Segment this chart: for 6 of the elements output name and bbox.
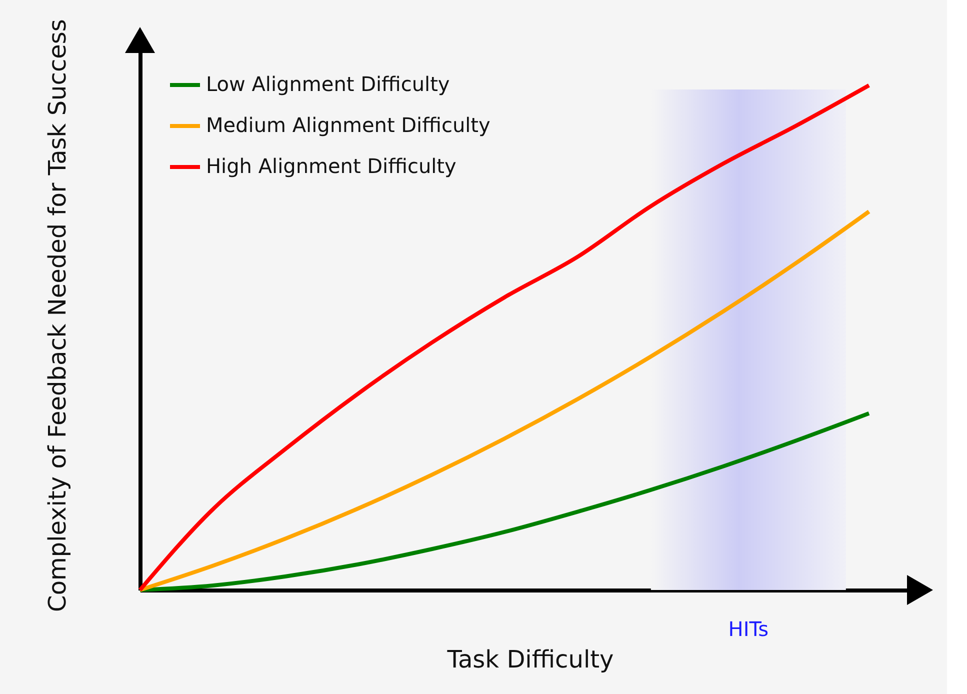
legend-label: Medium Alignment Difficulty — [206, 113, 491, 137]
text: HITs — [728, 617, 769, 641]
y-axis-title: Complexity of Feedback Needed for Task Success — [44, 19, 72, 612]
legend-label: High Alignment Difficulty — [206, 154, 457, 178]
x-axis-title: Task Difficulty — [446, 646, 614, 674]
legend-label: Low Alignment Difficulty — [206, 72, 450, 96]
